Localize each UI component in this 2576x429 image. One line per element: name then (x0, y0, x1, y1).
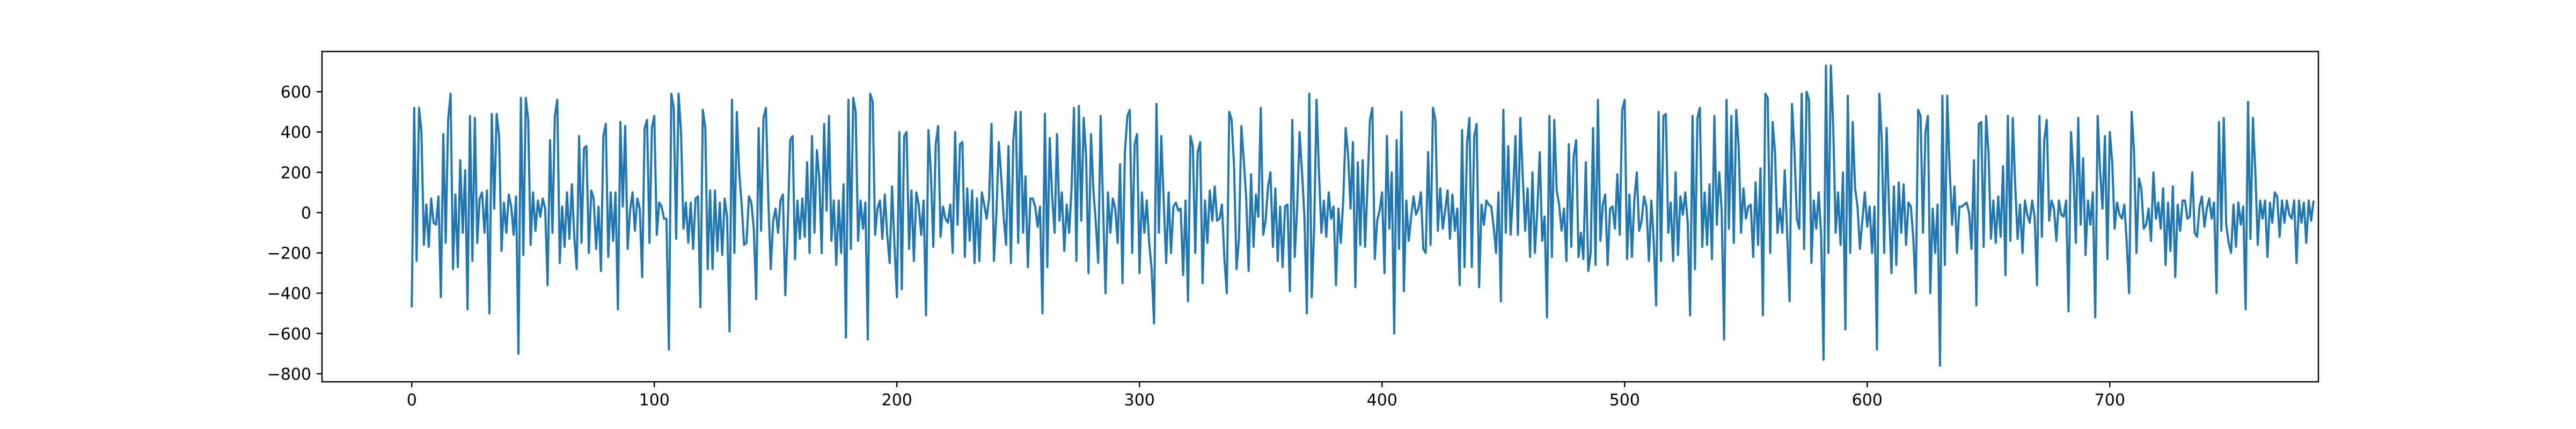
x-tick-label: 0 (407, 391, 417, 410)
y-tick-label: 200 (281, 164, 311, 182)
y-tick-label: −200 (267, 245, 311, 263)
x-tick-label: 100 (639, 391, 670, 410)
x-tick-label: 300 (1124, 391, 1155, 410)
y-tick-label: −800 (267, 365, 311, 384)
axes-frame (321, 50, 2319, 383)
y-tick-label: 400 (281, 123, 311, 142)
y-tick-label: −400 (267, 285, 311, 304)
y-tick-label: 0 (301, 204, 311, 223)
y-tick-label: −600 (267, 325, 311, 344)
axes: 0 100 200 300 400 500 600 700 −800 −600 −400 −200 0 2… (267, 50, 2319, 410)
y-tick-label: 600 (281, 83, 311, 102)
x-tick-label: 200 (882, 391, 912, 410)
x-tick-label: 400 (1367, 391, 1397, 410)
x-tick-label: 500 (1609, 391, 1640, 410)
plot-area (411, 64, 2315, 367)
x-tick-label: 600 (1852, 391, 1883, 410)
series-line-0 (411, 64, 2315, 367)
x-tick-label: 700 (2095, 391, 2125, 410)
